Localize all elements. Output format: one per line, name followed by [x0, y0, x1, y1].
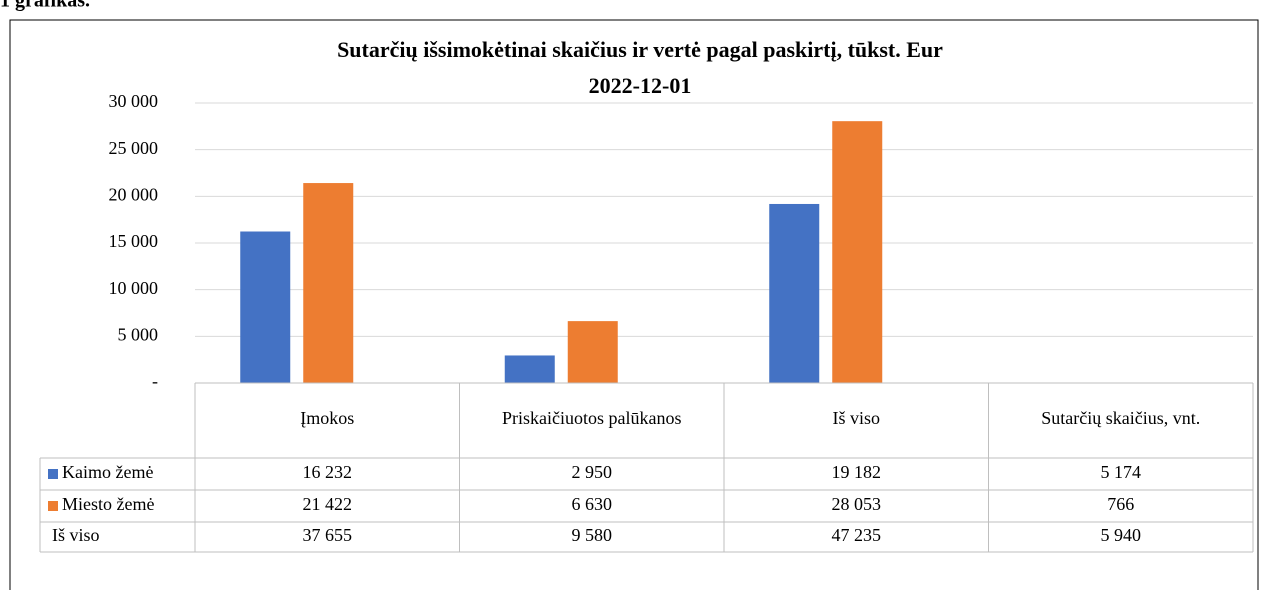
table-cell: 28 053: [832, 494, 882, 514]
y-tick-label: 15 000: [109, 231, 159, 251]
table-cell: 19 182: [832, 462, 882, 482]
table-cell: 2 950: [572, 462, 613, 482]
table-cell: 766: [1107, 494, 1134, 514]
table-cell: 47 235: [832, 525, 882, 545]
legend-key: [48, 501, 58, 511]
x-tick-label: Priskaičiuotos palūkanos: [502, 408, 681, 428]
table-cell: 16 232: [303, 462, 353, 482]
chart-subtitle: 2022-12-01: [589, 73, 692, 98]
table-cell: 37 655: [303, 525, 353, 545]
y-tick-label: 10 000: [109, 278, 159, 298]
table-cell: 6 630: [572, 494, 613, 514]
legend-label: Miesto žemė: [62, 494, 154, 514]
bar: [832, 121, 883, 383]
chart-title: Sutarčių išsimokėtinai skaičius ir vertė…: [337, 37, 943, 62]
x-tick-label: Įmokos: [300, 408, 354, 428]
legend-label: Iš viso: [52, 525, 100, 545]
x-tick-label: Iš viso: [832, 408, 880, 428]
legend-label: Kaimo žemė: [62, 462, 153, 482]
y-tick-label: 30 000: [109, 91, 159, 111]
table-cell: 5 174: [1101, 462, 1142, 482]
caption: 1 grafikas.: [0, 0, 90, 12]
bar: [769, 203, 820, 383]
x-tick-label: Sutarčių skaičius, vnt.: [1041, 408, 1200, 428]
y-tick-label: -: [152, 371, 158, 391]
table-cell: 9 580: [572, 525, 613, 545]
bar: [240, 231, 291, 383]
legend-key: [48, 469, 58, 479]
bar: [504, 355, 555, 383]
bar: [567, 321, 618, 383]
y-tick-label: 25 000: [109, 138, 159, 158]
y-tick-label: 20 000: [109, 184, 159, 204]
frame: [9, 19, 1259, 590]
bar: [303, 183, 354, 383]
table-cell: 21 422: [303, 494, 353, 514]
table-cell: 5 940: [1101, 525, 1142, 545]
y-tick-label: 5 000: [118, 324, 159, 344]
